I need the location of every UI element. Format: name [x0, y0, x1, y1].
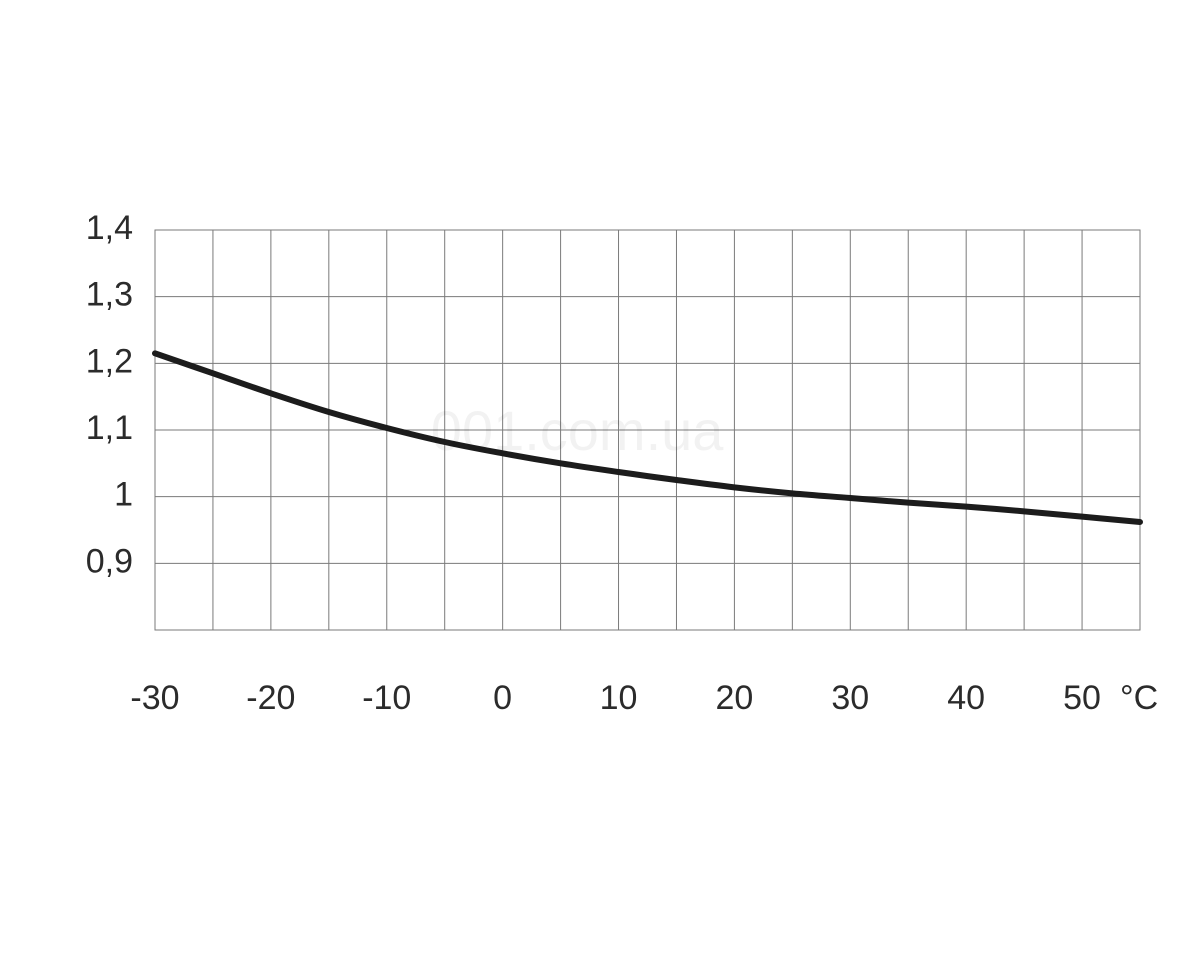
svg-text:1,2: 1,2 — [86, 342, 133, 380]
svg-text:1: 1 — [114, 476, 133, 514]
svg-text:-10: -10 — [362, 679, 411, 717]
svg-text:40: 40 — [947, 679, 985, 717]
svg-text:-20: -20 — [246, 679, 295, 717]
svg-text:-30: -30 — [130, 679, 179, 717]
svg-text:20: 20 — [715, 679, 753, 717]
svg-text:1,1: 1,1 — [86, 409, 133, 447]
svg-text:30: 30 — [831, 679, 869, 717]
svg-text:1,4: 1,4 — [86, 209, 133, 247]
svg-text:1,3: 1,3 — [86, 276, 133, 314]
line-chart: 0,9 1 1,1 1,2 1,3 1,4 -30 -20 -10 0 10 20 30 40 50 °C — [0, 0, 1200, 960]
svg-text:0: 0 — [493, 679, 512, 717]
chart-container: 0,9 1 1,1 1,2 1,3 1,4 -30 -20 -10 0 10 20 30 40 50 °C 0… — [0, 0, 1200, 960]
svg-text:°C: °C — [1120, 679, 1158, 717]
svg-text:0,9: 0,9 — [86, 542, 133, 580]
svg-text:10: 10 — [600, 679, 638, 717]
svg-text:50: 50 — [1063, 679, 1101, 717]
